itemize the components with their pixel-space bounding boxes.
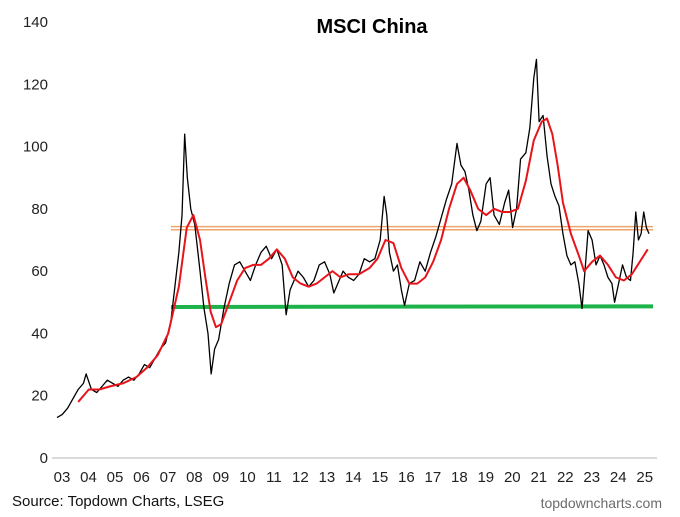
y-tick-label: 120 bbox=[23, 76, 48, 93]
x-tick-label: 08 bbox=[186, 469, 203, 486]
x-tick-label: 25 bbox=[636, 469, 653, 486]
x-tick-label: 11 bbox=[266, 469, 282, 486]
y-tick-label: 80 bbox=[31, 201, 48, 218]
x-tick-label: 10 bbox=[239, 469, 256, 486]
x-tick-label: 20 bbox=[504, 469, 521, 486]
plot-area bbox=[56, 58, 654, 419]
x-tick-label: 15 bbox=[372, 469, 389, 486]
y-tick-label: 140 bbox=[23, 14, 48, 31]
x-tick-label: 19 bbox=[477, 469, 494, 486]
moving-average-line bbox=[77, 117, 649, 403]
x-tick-label: 03 bbox=[54, 469, 71, 486]
x-tick-label: 18 bbox=[451, 469, 468, 486]
source-note: Source: Topdown Charts, LSEG bbox=[12, 493, 225, 510]
x-tick-label: 05 bbox=[107, 469, 124, 486]
x-tick-label: 24 bbox=[610, 469, 627, 486]
x-tick-label: 06 bbox=[133, 469, 150, 486]
x-tick-label: 04 bbox=[80, 469, 97, 486]
x-tick-label: 22 bbox=[557, 469, 574, 486]
y-tick-label: 20 bbox=[31, 388, 48, 405]
x-axis: 03 04 05 06 07 08 09 10 11 12 13 14 15 16 17 18 19 20 21 22… bbox=[54, 469, 653, 486]
x-tick-label: 21 bbox=[530, 469, 547, 486]
y-tick-label: 0 bbox=[40, 450, 48, 467]
support-line-line bbox=[170, 304, 654, 309]
x-tick-label: 09 bbox=[213, 469, 230, 486]
y-tick-label: 60 bbox=[31, 263, 48, 280]
x-tick-label: 13 bbox=[319, 469, 336, 486]
x-tick-label: 16 bbox=[398, 469, 415, 486]
site-credit: topdowncharts.com bbox=[540, 495, 662, 511]
chart-title: MSCI China bbox=[316, 16, 428, 38]
x-tick-label: 14 bbox=[345, 469, 362, 486]
index-line bbox=[56, 58, 650, 419]
x-tick-label: 07 bbox=[160, 469, 177, 486]
x-tick-label: 23 bbox=[583, 469, 600, 486]
y-tick-label: 100 bbox=[23, 139, 48, 156]
y-tick-label: 40 bbox=[31, 325, 48, 342]
x-tick-label: 17 bbox=[425, 469, 442, 486]
x-tick-label: 12 bbox=[292, 469, 309, 486]
y-axis: 0 20 40 60 80 100 120 140 bbox=[23, 14, 48, 467]
